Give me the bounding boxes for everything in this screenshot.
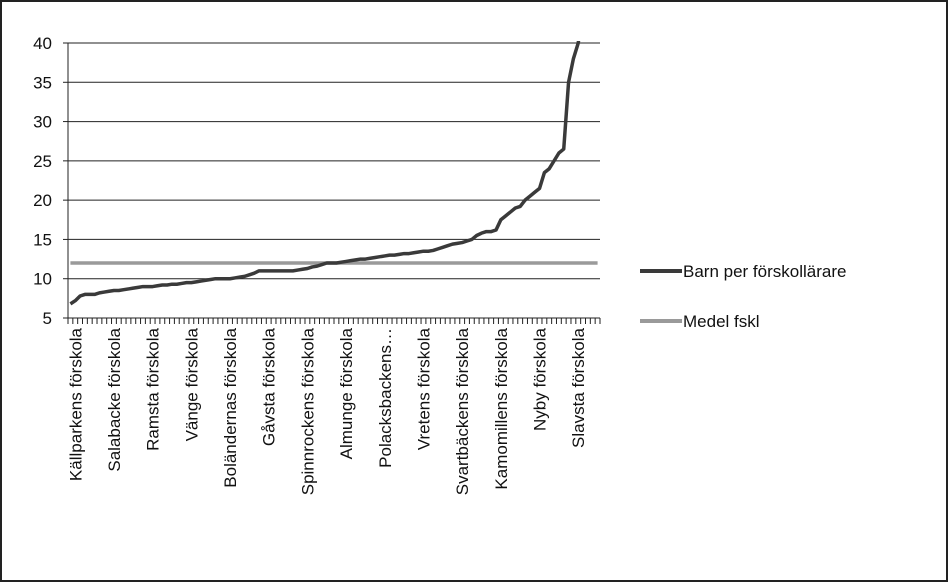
y-tick-label: 20 [33,191,52,210]
legend-label: Barn per förskollärare [683,262,846,281]
x-tick-label: Vretens förskola [414,327,433,450]
x-tick-label: Boländernas förskola [221,327,240,487]
y-tick-label: 35 [33,73,52,92]
y-tick-label: 40 [33,34,52,53]
x-tick-label: Vänge förskola [182,327,201,441]
x-tick-label: Almunge förskola [337,327,356,459]
y-tick-label: 25 [33,152,52,171]
x-tick-label: Svartbäckens förskola [453,327,472,495]
x-tick-label: Spinnrockens förskola [298,327,317,495]
x-tick-label: Ramsta förskola [144,327,163,450]
series-line [69,41,581,306]
plot-area [69,41,598,306]
y-tick-label: 15 [33,230,52,249]
x-tick-label: Polacksbackens… [376,328,395,468]
x-tick-label: Slavsta förskola [569,327,588,448]
x-tick-label: Kamomillens förskola [492,327,511,489]
y-tick-label: 30 [33,113,52,132]
x-tick-label: Källparkens förskola [66,327,85,481]
legend-label: Medel fskl [683,312,760,331]
x-tick-label: Gåvsta förskola [260,327,279,446]
x-tick-label: Salabacke förskola [105,327,124,471]
x-tick-label: Nyby förskola [531,327,550,431]
y-tick-label: 10 [33,270,52,289]
y-tick-label: 5 [43,309,52,328]
